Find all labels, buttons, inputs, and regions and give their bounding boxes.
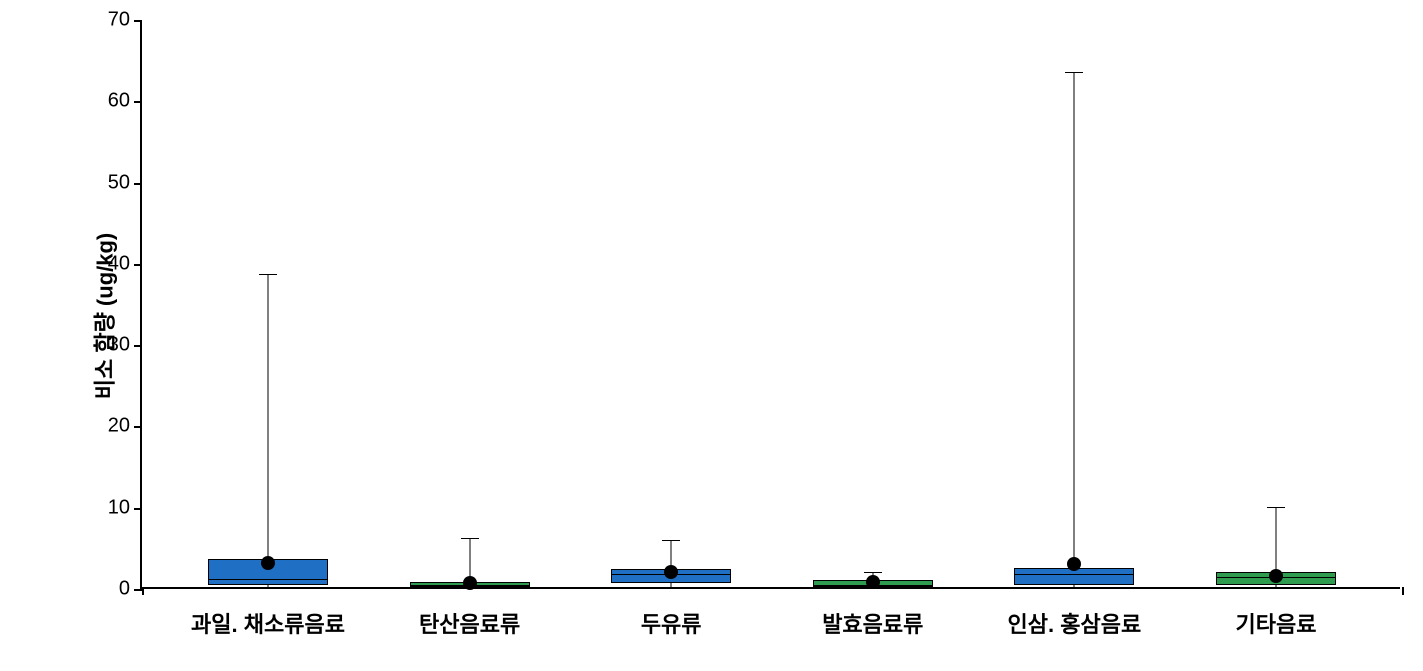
y-tick [134, 345, 142, 347]
x-tick [1402, 587, 1404, 595]
x-tick-label: 탄산음료류 [419, 607, 520, 639]
y-tick [134, 589, 142, 591]
y-tick [134, 20, 142, 22]
whisker-cap-upper [1267, 507, 1285, 508]
x-tick-label: 두유류 [641, 607, 702, 639]
mean-dot [261, 556, 275, 570]
whisker-cap-upper [259, 274, 277, 275]
whisker-upper [1276, 507, 1277, 571]
mean-dot [664, 565, 678, 579]
whisker-cap-upper [461, 538, 479, 539]
whisker-upper [1074, 72, 1075, 568]
x-tick-label: 인삼. 홍삼음료 [1008, 607, 1142, 639]
whisker-cap-upper [864, 572, 882, 573]
x-tick-label: 과일. 채소류음료 [191, 607, 345, 639]
whisker-cap-upper [662, 540, 680, 541]
mean-dot [866, 575, 880, 589]
y-tick [134, 508, 142, 510]
mean-dot [1067, 557, 1081, 571]
whisker-cap-lower [662, 587, 680, 588]
y-tick [134, 101, 142, 103]
y-tick-label: 30 [108, 334, 130, 357]
whisker-cap-lower [1267, 587, 1285, 588]
whisker-cap-lower [259, 587, 277, 588]
chart-container: 비소 함량 (ug/kg) 010203040506070과일. 채소류음료탄산… [30, 20, 1410, 660]
whisker-cap-lower [1065, 587, 1083, 588]
whisker-upper [268, 274, 269, 559]
mean-dot [463, 576, 477, 590]
y-tick-label: 70 [108, 9, 130, 32]
x-tick-label: 발효음료류 [822, 607, 923, 639]
plot-area: 010203040506070과일. 채소류음료탄산음료류두유류발효음료류인삼.… [140, 20, 1400, 589]
y-tick [134, 183, 142, 185]
x-tick-label: 기타음료 [1236, 607, 1317, 639]
whisker-cap-upper [1065, 72, 1083, 73]
x-tick [142, 587, 144, 595]
y-tick-label: 60 [108, 90, 130, 113]
y-tick-label: 40 [108, 252, 130, 275]
median-line [1014, 574, 1134, 575]
y-tick-label: 0 [119, 578, 130, 601]
y-tick-label: 50 [108, 171, 130, 194]
y-tick [134, 426, 142, 428]
y-tick [134, 264, 142, 266]
median-line [208, 579, 328, 580]
mean-dot [1269, 569, 1283, 583]
y-tick-label: 10 [108, 496, 130, 519]
y-tick-label: 20 [108, 415, 130, 438]
